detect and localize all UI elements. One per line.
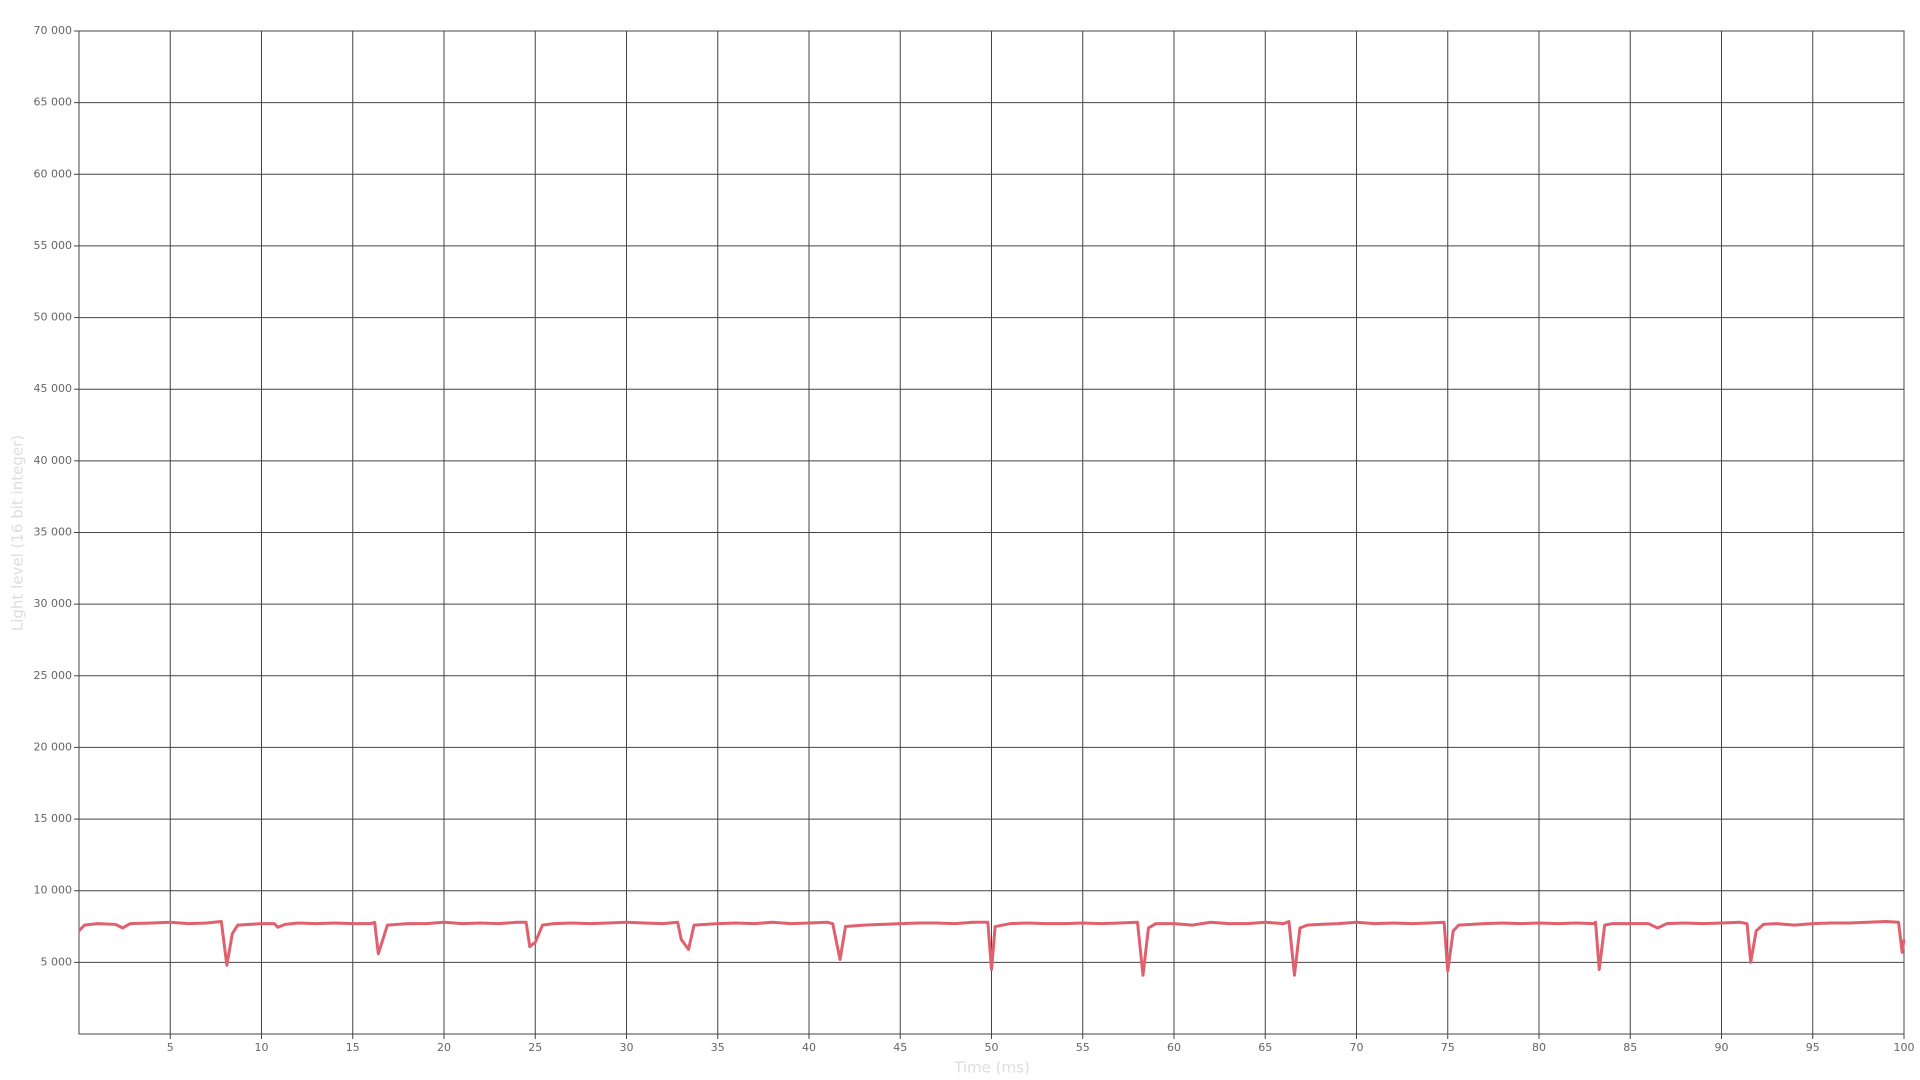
y-tick-label: 20 000 [34,740,73,753]
x-tick-label: 95 [1806,1041,1820,1054]
y-tick-label: 70 000 [34,24,73,37]
x-tick-label: 55 [1076,1041,1090,1054]
x-tick-label: 10 [255,1041,269,1054]
y-tick-label: 65 000 [34,96,73,109]
x-tick-label: 65 [1258,1041,1272,1054]
x-tick-label: 25 [528,1041,542,1054]
x-tick-label: 20 [437,1041,451,1054]
x-tick-label: 70 [1350,1041,1364,1054]
y-tick-label: 15 000 [34,812,73,825]
x-tick-label: 100 [1894,1041,1915,1054]
x-tick-label: 35 [711,1041,725,1054]
x-tick-label: 80 [1532,1041,1546,1054]
y-tick-label: 60 000 [34,167,73,180]
x-tick-label: 90 [1715,1041,1729,1054]
y-tick-label: 45 000 [34,382,73,395]
y-axis-title: Light level (16 bit integer) [9,435,27,631]
y-tick-label: 35 000 [34,526,73,539]
y-tick-label: 40 000 [34,454,73,467]
x-tick-label: 30 [620,1041,634,1054]
x-axis-title: Time (ms) [953,1059,1030,1077]
x-tick-label: 50 [985,1041,999,1054]
x-tick-label: 40 [802,1041,816,1054]
x-tick-label: 85 [1623,1041,1637,1054]
x-tick-label: 5 [167,1041,174,1054]
x-tick-label: 60 [1167,1041,1181,1054]
x-tick-label: 45 [893,1041,907,1054]
x-tick-label: 15 [346,1041,360,1054]
y-tick-label: 55 000 [34,239,73,252]
y-tick-label: 30 000 [34,597,73,610]
x-tick-label: 75 [1441,1041,1455,1054]
y-tick-label: 50 000 [34,311,73,324]
y-tick-label: 25 000 [34,669,73,682]
data-line [77,920,1906,977]
y-tick-label: 10 000 [34,884,73,897]
y-tick-label: 5 000 [41,955,73,968]
